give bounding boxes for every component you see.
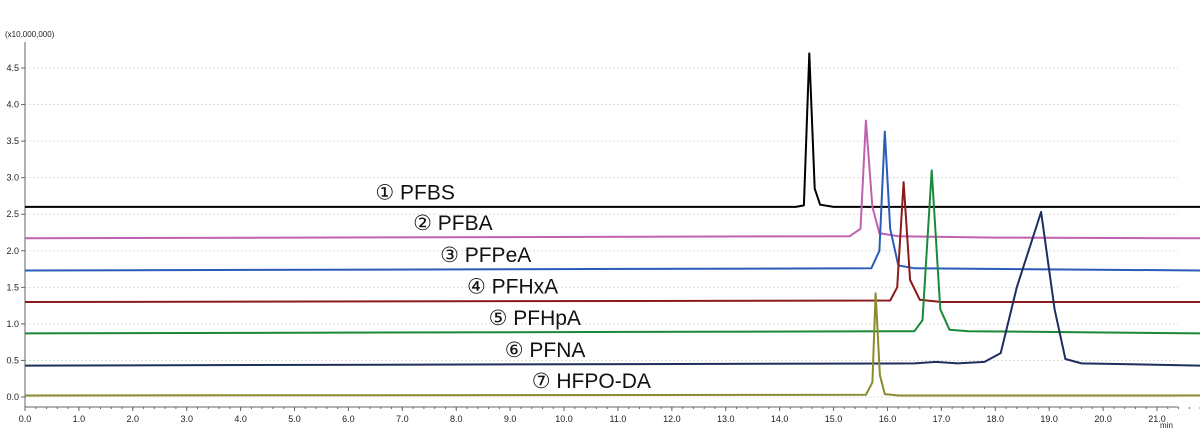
trace-2 — [24, 119, 1200, 240]
x-tick-label: 14.0 — [771, 414, 789, 424]
trace-1 — [25, 52, 1200, 208]
y-tick-label: 4.0 — [6, 100, 19, 110]
trace-layer — [24, 52, 1200, 397]
y-tick-label: 2.0 — [6, 246, 19, 256]
x-tick-label: 5.0 — [288, 414, 301, 424]
x-tick-label: 2.0 — [127, 414, 140, 424]
series-label-1: ① PFBS — [375, 181, 455, 204]
y-tick-label: 0.5 — [6, 355, 19, 365]
x-tick-label: 17.0 — [933, 414, 951, 424]
y-tick-label: 1.0 — [6, 319, 19, 329]
axis-layer: 0.0 0.5 1.0 1.5 2.0 2.5 3.0 3.5 4.0 4.5 0.0 1.0 2.0 3… — [6, 42, 1200, 424]
series-label-3: ③ PFPeA — [440, 244, 531, 267]
x-tick-label: 1.0 — [73, 414, 86, 424]
x-tick-label: 19.0 — [1040, 414, 1058, 424]
x-tick-label: 4.0 — [234, 414, 247, 424]
x-tick-label: 13.0 — [717, 414, 735, 424]
x-tick-label: 16.0 — [879, 414, 897, 424]
x-tick-label: 21.0 — [1148, 414, 1166, 424]
x-tick-label: 18.0 — [987, 414, 1005, 424]
y-tick-label: 2.5 — [6, 209, 19, 219]
trace-3 — [24, 130, 1200, 272]
trace-7 — [24, 292, 1200, 397]
x-tick-label: 10.0 — [555, 414, 573, 424]
grid-layer — [25, 67, 1178, 398]
trace-5 — [24, 169, 1200, 335]
x-tick-label: 9.0 — [504, 414, 517, 424]
x-tick-label: 11.0 — [610, 414, 627, 424]
trace-4 — [24, 181, 1200, 303]
y-tick-label: 3.0 — [6, 173, 19, 183]
label-layer: ① PFBS ② PFBA ③ PFPeA ④ PFHxA ⑤ PFHpA ⑥ PFNA ⑦… — [375, 181, 650, 393]
x-tick-label: 12.0 — [663, 414, 681, 424]
series-label-2: ② PFBA — [413, 212, 493, 235]
y-tick-label: 3.5 — [6, 136, 19, 146]
x-tick-label: 15.0 — [825, 414, 843, 424]
x-tick-label: 7.0 — [396, 414, 409, 424]
trace-6 — [24, 211, 1200, 367]
x-tick-label: 8.0 — [450, 414, 463, 424]
x-tick-label: 3.0 — [180, 414, 193, 424]
x-tick-label: 6.0 — [342, 414, 355, 424]
x-unit-label: min — [1160, 421, 1173, 430]
series-label-7: ⑦ HFPO-DA — [532, 370, 651, 393]
series-label-4: ④ PFHxA — [467, 276, 558, 299]
y-tick-label: 0.0 — [6, 392, 19, 402]
y-tick-label: 4.5 — [6, 63, 19, 73]
y-multiplier-label: (x10,000,000) — [5, 30, 55, 39]
x-tick-label: 20.0 — [1094, 414, 1112, 424]
series-label-6: ⑥ PFNA — [505, 339, 586, 362]
y-tick-label: 1.5 — [6, 282, 19, 292]
x-tick-label: 0.0 — [19, 414, 32, 424]
series-label-5: ⑤ PFHpA — [489, 307, 581, 330]
